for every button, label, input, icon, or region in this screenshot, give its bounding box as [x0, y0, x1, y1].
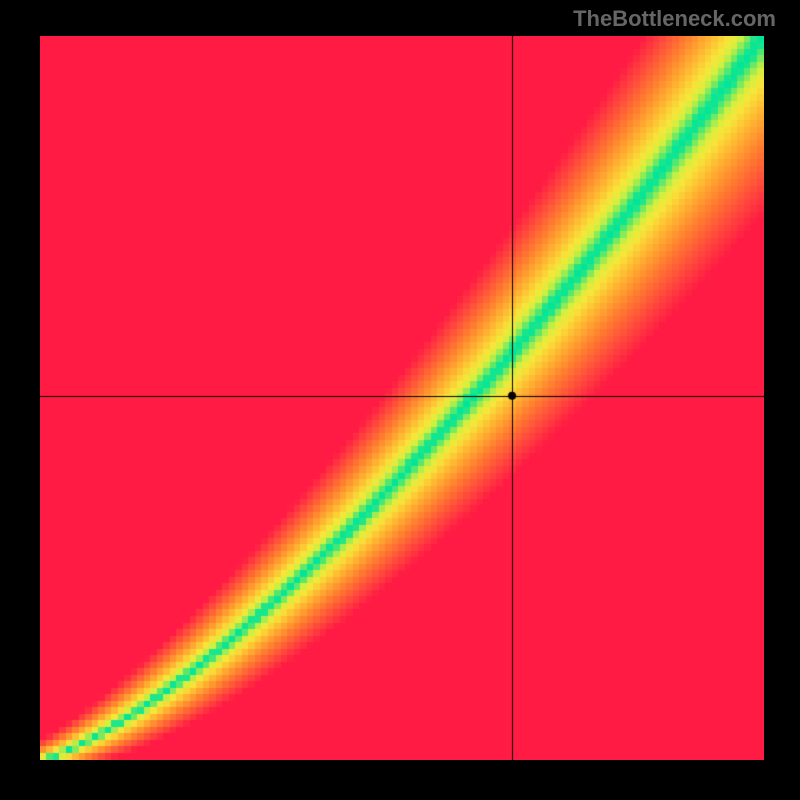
bottleneck-heatmap	[40, 36, 764, 760]
chart-container: TheBottleneck.com	[0, 0, 800, 800]
watermark-text: TheBottleneck.com	[573, 6, 776, 32]
